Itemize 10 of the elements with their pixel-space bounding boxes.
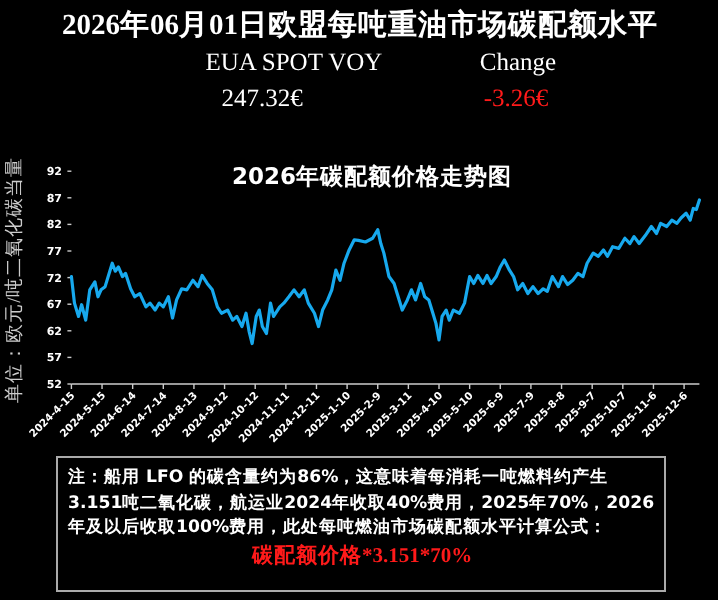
text: 碳配额价格*3.151*70% xyxy=(249,543,475,571)
chart-subtitle: 2026年碳配额价格走势图 xyxy=(231,162,513,190)
text: 注：船用 LFO 的碳含量约为86%，这意味着每消耗一吨燃料约产生3.151吨二氧化碳，航运业2024年收取40%费用，2025年70%，2026年及以后收取100%费用，此处每吨燃油市场碳配额水平计算公式： xyxy=(68,466,656,541)
line-series xyxy=(69,198,701,346)
chart-title: 2026年06月01日欧盟每吨重油市场碳配额水平 xyxy=(62,6,658,42)
y-axis-title: 单位：欧元/吨二氧化碳当量 xyxy=(2,157,26,403)
text: 247.32€ xyxy=(221,84,305,112)
text: EUA SPOT VOY xyxy=(205,48,383,76)
text: Change xyxy=(479,48,558,76)
text: -3.26€ xyxy=(483,84,550,112)
